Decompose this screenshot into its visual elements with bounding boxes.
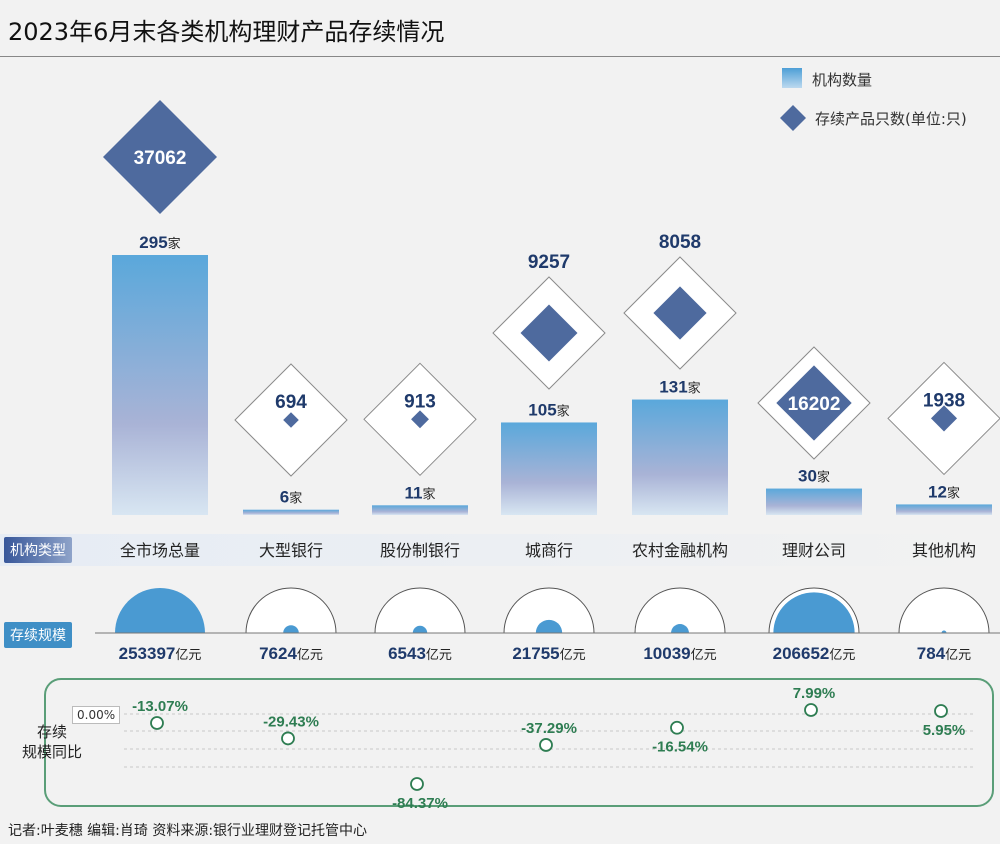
product-diamond-1 — [283, 412, 299, 428]
bar-label-3: 105家 — [528, 400, 569, 419]
legend-products: 存续产品只数(单位:只) — [815, 110, 967, 128]
yoy-label-3: -37.29% — [521, 720, 577, 737]
legend-diamond-swatch — [780, 105, 806, 131]
scale-frame-4 — [634, 587, 726, 634]
product-label-4: 8058 — [659, 232, 701, 253]
row-label-scale: 存续规模 — [4, 622, 72, 648]
bar-5 — [766, 488, 862, 515]
scale-label-6: 784亿元 — [917, 644, 971, 663]
yoy-label-6: 5.95% — [923, 722, 966, 739]
scale-label-1: 7624亿元 — [259, 644, 323, 663]
row-label-yoy: 存续 规模同比 — [22, 723, 83, 761]
category-label-3: 城商行 — [525, 542, 573, 560]
product-diamond-6 — [930, 405, 958, 432]
bar-3 — [501, 422, 597, 515]
bar-label-1: 6家 — [280, 488, 302, 507]
category-label-1: 大型银行 — [259, 542, 323, 560]
row-label-type: 机构类型 — [4, 537, 72, 563]
scale-semicircle-6 — [941, 630, 947, 633]
category-label-4: 农村金融机构 — [632, 542, 728, 560]
scale-frame-6 — [898, 587, 990, 634]
yoy-label-5: 7.99% — [793, 685, 836, 702]
product-diamond-2 — [411, 410, 429, 429]
scale-frame-2 — [374, 587, 466, 634]
yoy-label-1: -29.43% — [263, 713, 319, 730]
bar-0 — [112, 255, 208, 515]
scale-label-0: 253397亿元 — [119, 644, 202, 663]
scale-label-3: 21755亿元 — [512, 644, 585, 663]
product-diamond-5 — [776, 365, 852, 441]
bar-2 — [372, 505, 468, 515]
type-strip — [0, 534, 1000, 566]
scale-frame-1 — [245, 587, 337, 634]
product-label-1: 694 — [275, 392, 307, 413]
yoy-panel-border — [44, 678, 994, 807]
bar-label-5: 30家 — [798, 467, 830, 486]
scale-label-2: 6543亿元 — [388, 644, 452, 663]
yoy-point-6 — [934, 704, 948, 718]
zero-reference-label: 0.00% — [72, 706, 121, 724]
bar-4 — [632, 399, 728, 515]
product-label-0: 37062 — [134, 148, 187, 169]
yoy-point-3 — [539, 738, 553, 752]
product-diamond-0 — [103, 100, 217, 214]
scale-semicircle-2 — [412, 625, 428, 633]
product-label-5: 16202 — [788, 394, 841, 415]
category-label-5: 理财公司 — [782, 542, 846, 560]
credit-line: 记者:叶麦穗 编辑:肖琦 资料来源:银行业理财登记托管中心 — [8, 823, 368, 839]
bar-label-0: 295家 — [139, 233, 180, 252]
yoy-point-4 — [670, 720, 684, 735]
scale-semicircle-5 — [773, 592, 855, 633]
product-label-6: 1938 — [923, 390, 965, 411]
bar-6 — [896, 504, 992, 515]
category-label-6: 其他机构 — [912, 542, 976, 560]
title-divider — [0, 56, 1000, 57]
yoy-point-1 — [281, 731, 295, 746]
scale-label-5: 206652亿元 — [773, 644, 856, 663]
legend-bar-swatch — [782, 68, 802, 88]
category-label-0: 全市场总量 — [120, 542, 200, 560]
bar-label-4: 131家 — [659, 378, 700, 397]
yoy-point-0 — [150, 716, 164, 730]
product-label-3: 9257 — [528, 252, 570, 273]
yoy-label-0: -13.07% — [132, 698, 188, 715]
product-diamond-4 — [653, 286, 707, 340]
product-label-2: 913 — [404, 391, 436, 412]
yoy-label-2: -84.37% — [392, 795, 448, 812]
scale-frame-3 — [503, 587, 595, 634]
bar-label-6: 12家 — [928, 482, 960, 501]
chart-title: 2023年6月末各类机构理财产品存续情况 — [8, 18, 445, 46]
yoy-point-2 — [410, 777, 424, 791]
yoy-label-4: -16.54% — [652, 739, 708, 756]
legend-institutions: 机构数量 — [812, 71, 873, 89]
scale-semicircle-4 — [671, 624, 689, 633]
bar-1 — [243, 509, 339, 515]
yoy-point-5 — [804, 703, 818, 717]
product-diamond-3 — [520, 304, 578, 362]
scale-semicircle-3 — [535, 619, 563, 633]
scale-semicircle-0 — [115, 588, 205, 633]
bar-label-2: 11家 — [405, 483, 436, 502]
scale-label-4: 10039亿元 — [643, 644, 716, 663]
category-label-2: 股份制银行 — [380, 542, 460, 560]
scale-semicircle-1 — [283, 625, 299, 633]
